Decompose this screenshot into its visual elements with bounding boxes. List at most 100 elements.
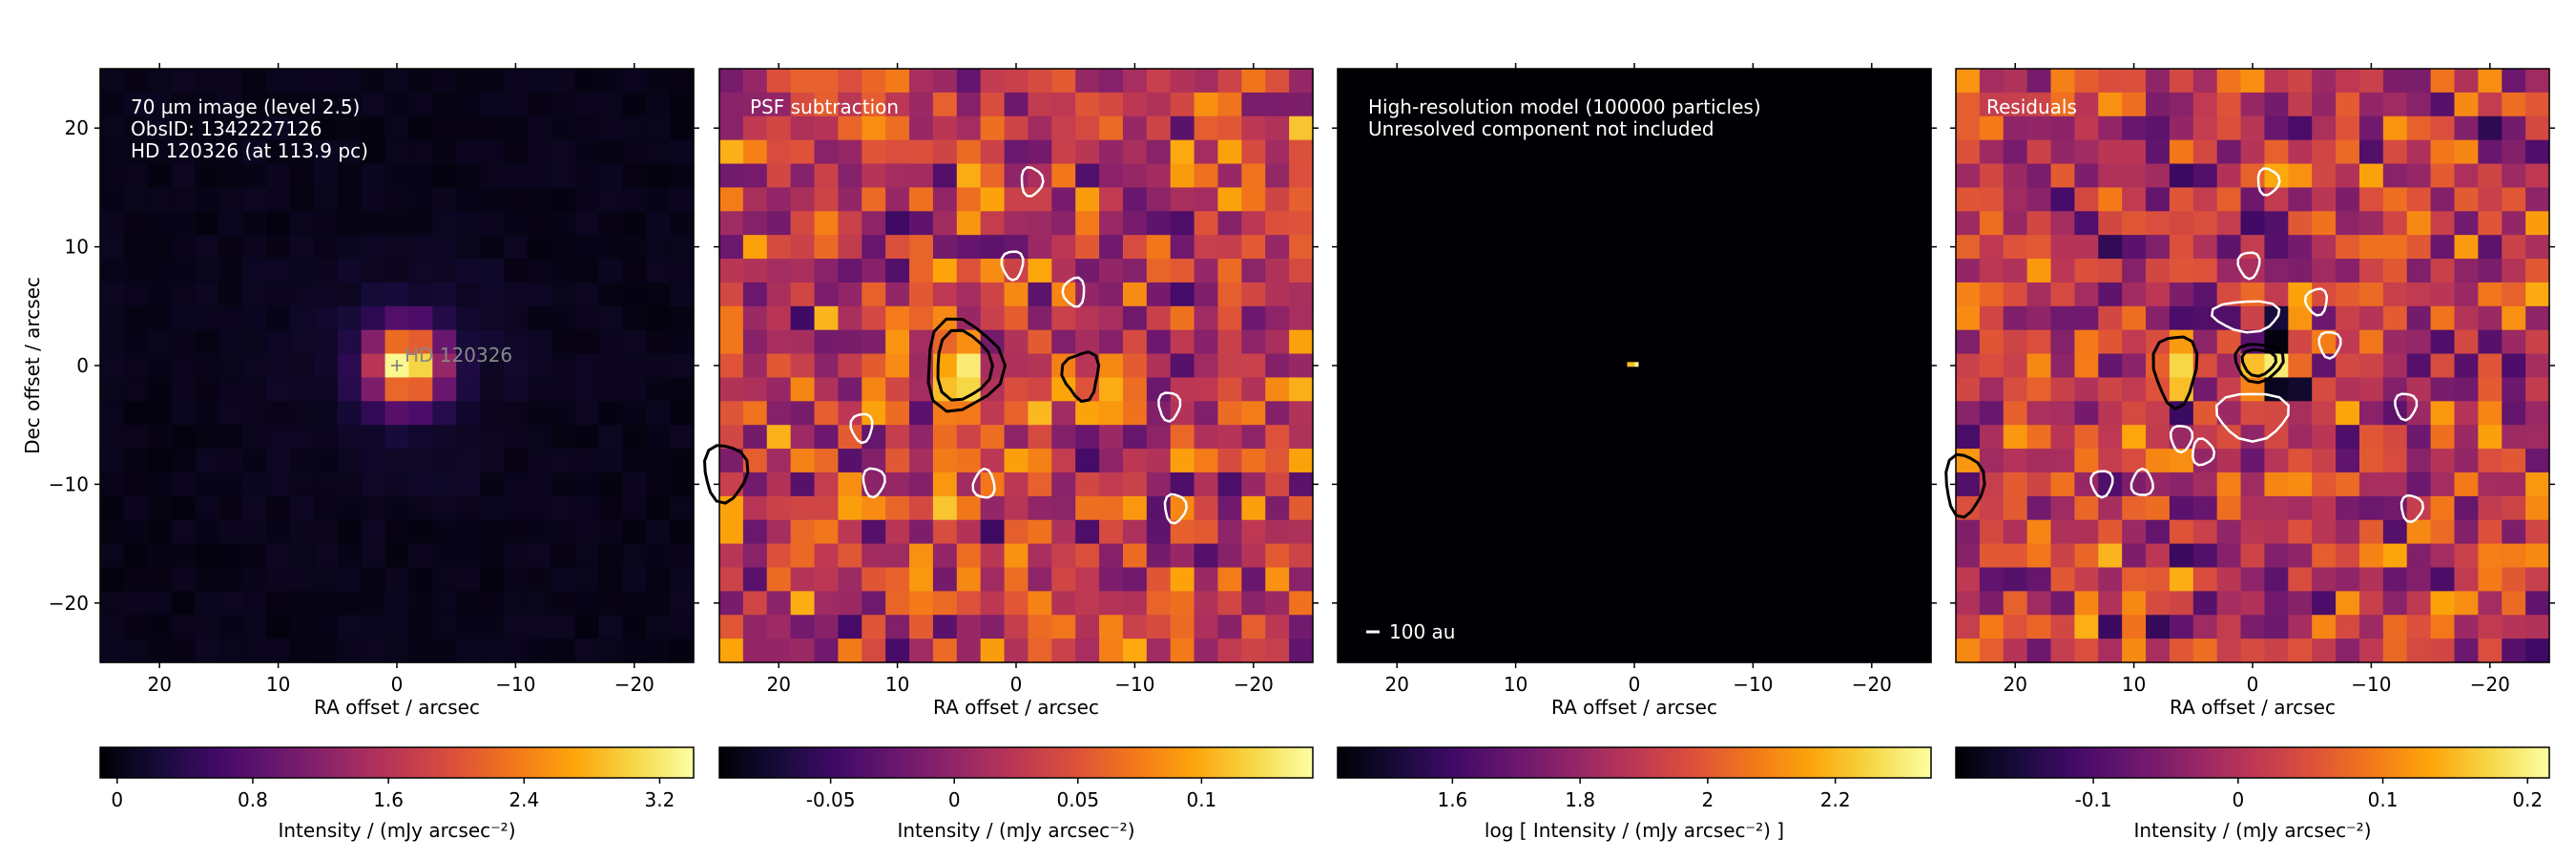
image-pixel [2003, 69, 2028, 94]
image-pixel [1979, 401, 2005, 426]
image-pixel [598, 329, 623, 355]
image-pixel [2336, 543, 2360, 569]
image-pixel [337, 115, 363, 141]
image-pixel [2098, 235, 2123, 260]
image-pixel [100, 211, 125, 236]
image-pixel [1265, 259, 1290, 283]
image-pixel [503, 639, 529, 663]
image-pixel [1717, 591, 1742, 616]
image-pixel [574, 115, 600, 141]
image-pixel [1194, 163, 1219, 188]
image-pixel [574, 615, 600, 639]
image-pixel [2122, 543, 2147, 569]
image-pixel [670, 69, 695, 94]
image-pixel [2312, 401, 2337, 426]
image-pixel [1361, 425, 1386, 450]
contour-negative [1020, 166, 1045, 198]
image-pixel [1646, 495, 1671, 521]
image-pixel [790, 115, 816, 141]
image-pixel [432, 259, 457, 283]
image-pixel [1764, 471, 1790, 497]
image-pixel [313, 69, 339, 94]
image-pixel [646, 591, 671, 616]
image-pixel [1504, 639, 1528, 663]
image-pixel [1859, 92, 1884, 117]
image-pixel [337, 305, 363, 331]
image-pixel [2003, 92, 2028, 117]
image-pixel [574, 139, 600, 165]
image-pixel [2358, 305, 2384, 331]
image-pixel [1075, 163, 1100, 188]
image-pixel [1836, 471, 1860, 497]
image-pixel [1122, 591, 1148, 616]
image-pixel [2216, 519, 2242, 545]
image-pixel [885, 639, 910, 663]
image-pixel [1717, 449, 1742, 473]
image-pixel [1194, 115, 1219, 141]
image-pixel [1788, 353, 1814, 379]
image-pixel [1338, 567, 1362, 592]
image-pixel [100, 305, 125, 331]
image-pixel [2146, 449, 2171, 473]
image-pixel [1361, 235, 1386, 260]
image-pixel [2074, 377, 2099, 402]
image-pixel [1432, 591, 1457, 616]
image-pixel [2146, 401, 2171, 426]
image-pixel [622, 115, 647, 141]
image-pixel [2192, 519, 2218, 545]
image-pixel [2240, 69, 2266, 94]
image-pixel [2264, 543, 2289, 569]
image-pixel [2050, 591, 2075, 616]
image-pixel [1622, 377, 1648, 402]
image-pixel [2502, 401, 2526, 426]
image-pixel [2264, 92, 2289, 117]
image-pixel [1384, 69, 1410, 94]
image-pixel [1004, 187, 1029, 212]
image-pixel [1883, 471, 1908, 497]
image-pixel [1289, 495, 1314, 521]
x-axis-label: RA offset / arcsec [2170, 696, 2336, 719]
image-pixel [195, 591, 219, 616]
image-pixel [1504, 401, 1528, 426]
image-pixel [1075, 69, 1100, 94]
image-pixel [670, 139, 695, 165]
image-pixel [171, 639, 197, 663]
image-pixel [1384, 163, 1410, 188]
image-pixel [2525, 139, 2550, 165]
image-pixel [456, 305, 481, 331]
image-pixel [2192, 591, 2218, 616]
image-pixel [1099, 591, 1124, 616]
image-pixel [313, 329, 339, 355]
image-pixel [1764, 235, 1790, 260]
image-pixel [1883, 425, 1908, 450]
image-pixel [1051, 519, 1076, 545]
image-pixel [384, 305, 410, 331]
image-pixel [1122, 187, 1148, 212]
image-pixel [266, 115, 291, 141]
image-pixel [2478, 329, 2503, 355]
image-pixel [670, 282, 695, 307]
image-pixel [1859, 211, 1884, 236]
image-pixel [171, 615, 197, 639]
image-pixel [790, 471, 816, 497]
image-pixel [1717, 353, 1742, 379]
image-pixel [480, 139, 505, 165]
image-pixel [598, 449, 623, 473]
image-pixel [2502, 449, 2526, 473]
image-pixel [1740, 615, 1766, 639]
image-pixel [1622, 591, 1648, 616]
image-pixel [1408, 187, 1434, 212]
image-pixel [1480, 69, 1505, 94]
image-pixel [2169, 305, 2194, 331]
image-pixel [1550, 163, 1576, 188]
image-pixel [123, 353, 149, 379]
image-pixel [123, 187, 149, 212]
image-pixel [2098, 353, 2123, 379]
image-pixel [384, 471, 410, 497]
image-pixel [2336, 329, 2360, 355]
image-pixel [1338, 139, 1362, 165]
image-pixel [1408, 495, 1434, 521]
image-pixel [1099, 543, 1124, 569]
image-pixel [932, 377, 958, 402]
image-pixel [1550, 567, 1576, 592]
